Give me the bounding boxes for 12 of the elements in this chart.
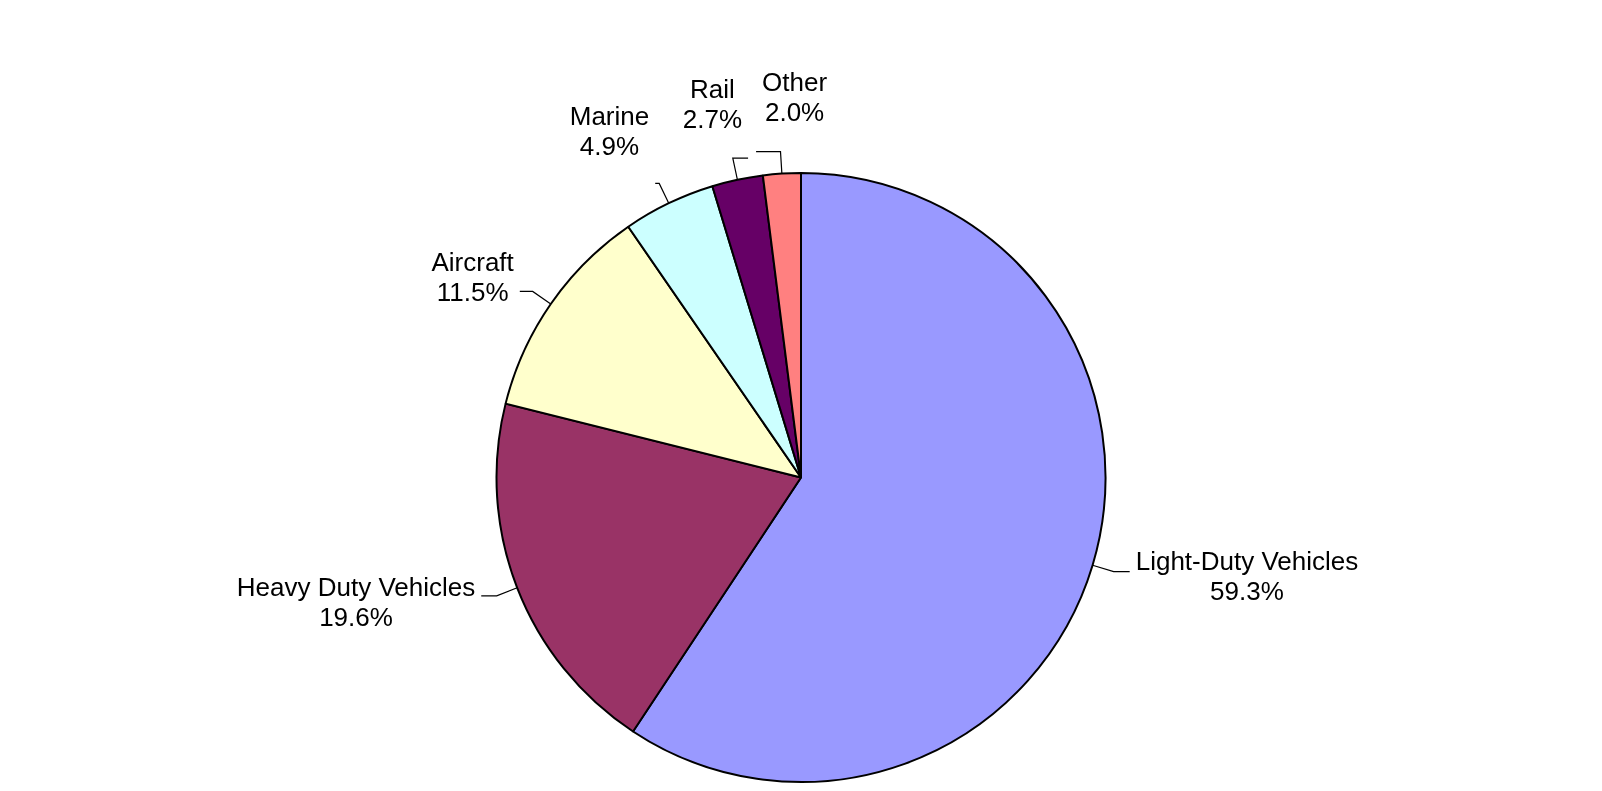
data-label: 4.9% (579, 130, 640, 161)
data-label: 11.5% (436, 276, 509, 307)
slice-label: Marine (569, 100, 650, 131)
slice-label: Light-Duty Vehicles (1135, 546, 1359, 577)
slice-label: Other (762, 66, 828, 97)
data-label: 19.6% (319, 602, 393, 633)
data-label: 59.3% (1210, 576, 1284, 607)
data-label: 2.0% (764, 96, 825, 127)
slice-label: Rail (690, 73, 735, 104)
slice-label: Heavy Duty Vehicles (236, 572, 476, 603)
data-label: 2.7% (682, 103, 743, 134)
slice-label: Aircraft (431, 246, 515, 277)
